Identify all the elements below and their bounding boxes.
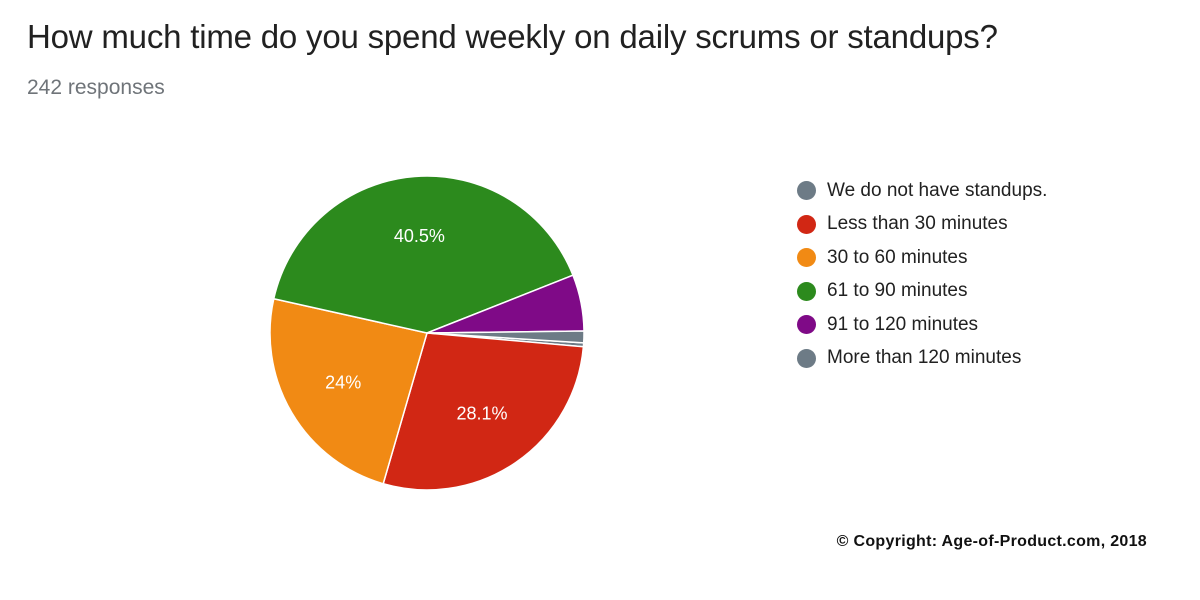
- legend-label-2: 30 to 60 minutes: [827, 246, 968, 268]
- legend-swatch-4: [797, 315, 816, 335]
- pie-slice-label-3: 40.5%: [394, 226, 445, 246]
- legend-swatch-3: [797, 281, 816, 301]
- pie-slice-2: [269, 298, 428, 485]
- legend-label-1: Less than 30 minutes: [827, 213, 1008, 235]
- pie-slice-1: [382, 332, 585, 491]
- pie-slice-3: [273, 175, 574, 334]
- copyright-notice: © Copyright: Age-of-Product.com, 2018: [836, 533, 1147, 550]
- response-count: 242 responses: [27, 76, 165, 99]
- legend-swatch-2: [797, 248, 816, 268]
- legend-item-4: 91 to 120 minutes: [797, 308, 1047, 342]
- legend-item-5: More than 120 minutes: [797, 342, 1047, 376]
- chart-title: How much time do you spend weekly on dai…: [27, 18, 998, 55]
- legend-swatch-1: [797, 214, 816, 234]
- pie-slice-label-1: 28.1%: [456, 403, 507, 423]
- legend-label-3: 61 to 90 minutes: [827, 280, 968, 302]
- legend-swatch-0: [797, 181, 816, 201]
- chart-legend: We do not have standups. Less than 30 min…: [797, 174, 1047, 375]
- legend-label-0: We do not have standups.: [827, 179, 1048, 201]
- legend-item-1: Less than 30 minutes: [797, 208, 1047, 242]
- legend-item-2: 30 to 60 minutes: [797, 241, 1047, 275]
- pie-slice-5: [426, 330, 585, 344]
- legend-item-3: 61 to 90 minutes: [797, 275, 1047, 309]
- pie-slice-label-2: 24%: [325, 373, 361, 393]
- legend-label-4: 91 to 120 minutes: [827, 313, 979, 335]
- legend-label-5: More than 120 minutes: [827, 347, 1022, 369]
- legend-item-0: We do not have standups.: [797, 174, 1047, 208]
- legend-swatch-5: [797, 348, 816, 368]
